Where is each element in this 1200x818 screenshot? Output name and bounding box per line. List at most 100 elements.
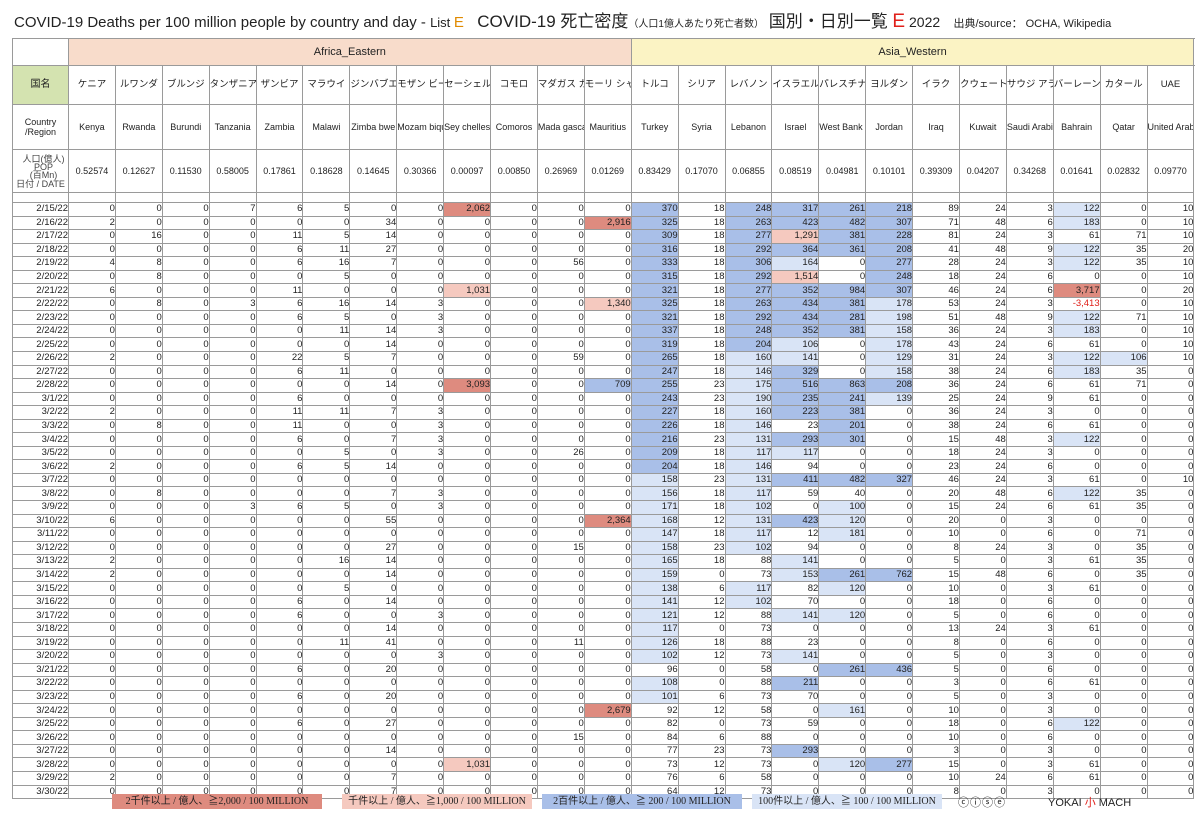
value-cell: 20 [349, 689, 398, 705]
value-cell: 0 [677, 662, 726, 678]
value-cell: 0 [161, 743, 210, 759]
value-cell: 0 [114, 527, 163, 542]
value-cell: 0 [536, 743, 585, 759]
value-cell: 0 [536, 554, 585, 569]
value-cell: 0 [583, 283, 632, 298]
value-cell: 0 [255, 581, 304, 596]
country-pop-6: 0.14645 [349, 149, 398, 193]
value-cell: 0 [1146, 540, 1195, 556]
value-cell: 0 [396, 743, 445, 759]
date-cell: 3/5/22 [12, 445, 69, 461]
value-cell: 0 [302, 649, 351, 664]
value-cell: 0 [1146, 405, 1195, 420]
country-en-8: Sey chelles [443, 104, 492, 150]
country-pop-8: 0.00097 [443, 149, 492, 193]
value-cell: 0 [490, 405, 538, 420]
value-cell: 0 [443, 635, 492, 651]
value-cell: 48 [958, 486, 1007, 502]
value-cell: 15 [536, 540, 585, 556]
value-cell: 7 [349, 486, 398, 502]
country-en-7: Mozam bique [396, 104, 445, 150]
value-cell: 0 [443, 594, 492, 610]
country-en-11: Mauritius [583, 104, 632, 150]
table-row: 3/9/22 0 0 0 3 6 5 0 3 0 0 0 0 171 18 102 0 100 0 15 24 6 61 35… [12, 500, 1195, 515]
value-cell: 73 [630, 757, 679, 772]
value-cell: 423 [771, 215, 820, 231]
value-cell: 984 [818, 283, 867, 298]
value-cell: 0 [396, 215, 445, 231]
value-cell: 0 [536, 323, 585, 339]
value-cell: 3 [1005, 296, 1054, 312]
value-cell: 0 [161, 296, 210, 312]
value-cell: 0 [161, 323, 210, 339]
value-cell: 0 [114, 743, 163, 759]
value-cell: 0 [443, 743, 492, 759]
table-row: 3/20/22 0 0 0 0 0 0 0 3 0 0 0 0 102 12 73 141 0 0 5 0 3 0 0 0 [12, 649, 1195, 664]
value-cell: 0 [161, 364, 210, 380]
value-cell: 0 [161, 689, 210, 705]
value-cell: 122 [1052, 242, 1101, 258]
country-pop-14: 0.06855 [724, 149, 773, 193]
country-pop-22: 0.02832 [1099, 149, 1148, 193]
value-cell: 0 [68, 581, 116, 596]
value-cell: 6 [1005, 567, 1054, 583]
value-cell: 0 [349, 757, 398, 772]
country-en-13: Syria [677, 104, 726, 150]
value-cell: 0 [771, 770, 820, 786]
date-cell: 3/27/22 [12, 743, 69, 759]
value-cell: 0 [208, 743, 257, 759]
value-cell: 5 [302, 500, 351, 515]
value-cell: 0 [677, 567, 726, 583]
value-cell: 277 [865, 256, 914, 271]
gap-cell [1052, 192, 1101, 203]
value-cell: 5 [302, 459, 351, 474]
value-cell: 23 [771, 418, 820, 434]
country-jp-21: バーレーン [1052, 65, 1101, 105]
date-cell: 2/24/22 [12, 323, 69, 339]
value-cell: 0 [161, 432, 210, 447]
value-cell: 0 [490, 486, 538, 502]
value-cell: 3 [1005, 432, 1054, 447]
brand-pre: YOKAI [1048, 797, 1082, 809]
value-cell: 40 [818, 486, 867, 502]
date-cell: 3/15/22 [12, 581, 69, 596]
value-cell: 102 [724, 500, 773, 515]
value-cell: 0 [68, 486, 116, 502]
value-cell: 0 [68, 229, 116, 244]
value-cell: 0 [443, 500, 492, 515]
table-row: 3/3/22 0 8 0 0 11 0 0 3 0 0 0 0 226 18 146 23 201 0 38 24 6 61… [12, 418, 1195, 434]
date-cell: 2/15/22 [12, 202, 69, 217]
value-cell: 0 [536, 229, 585, 244]
value-cell: 0 [1146, 459, 1195, 474]
value-cell: 23 [771, 635, 820, 651]
value-cell: 0 [302, 378, 351, 393]
value-cell: 24 [958, 459, 1007, 474]
country-en-22: Qatar [1099, 104, 1148, 150]
value-cell: 0 [349, 500, 398, 515]
value-cell: 0 [958, 730, 1007, 745]
country-pop-19: 0.04207 [958, 149, 1007, 193]
value-cell: 18 [677, 459, 726, 474]
value-cell: 36 [912, 378, 960, 393]
table-row: 3/1/22 0 0 0 0 6 0 0 0 0 0 0 0 243 23 190 235 241 139 25 24 9… [12, 391, 1195, 407]
value-cell: 24 [958, 351, 1007, 366]
value-cell: 0 [114, 445, 163, 461]
country-pop-15: 0.08519 [771, 149, 820, 193]
date-cell: 3/4/22 [12, 432, 69, 447]
value-cell: 0 [1099, 770, 1148, 786]
value-cell: 198 [865, 310, 914, 325]
value-cell: 3 [1005, 757, 1054, 772]
value-cell: 0 [490, 283, 538, 298]
value-cell: 0 [302, 757, 351, 772]
value-cell: 0 [1052, 608, 1101, 623]
value-cell: 0 [68, 703, 116, 718]
value-cell: 0 [958, 649, 1007, 664]
value-cell: 0 [302, 689, 351, 705]
value-cell: 0 [68, 608, 116, 623]
value-cell: 0 [865, 676, 914, 691]
value-cell: 120 [818, 513, 867, 529]
value-cell: 0 [396, 676, 445, 691]
value-cell: 0 [1099, 703, 1148, 718]
value-cell: 14 [349, 229, 398, 244]
value-cell: 0 [208, 716, 257, 732]
